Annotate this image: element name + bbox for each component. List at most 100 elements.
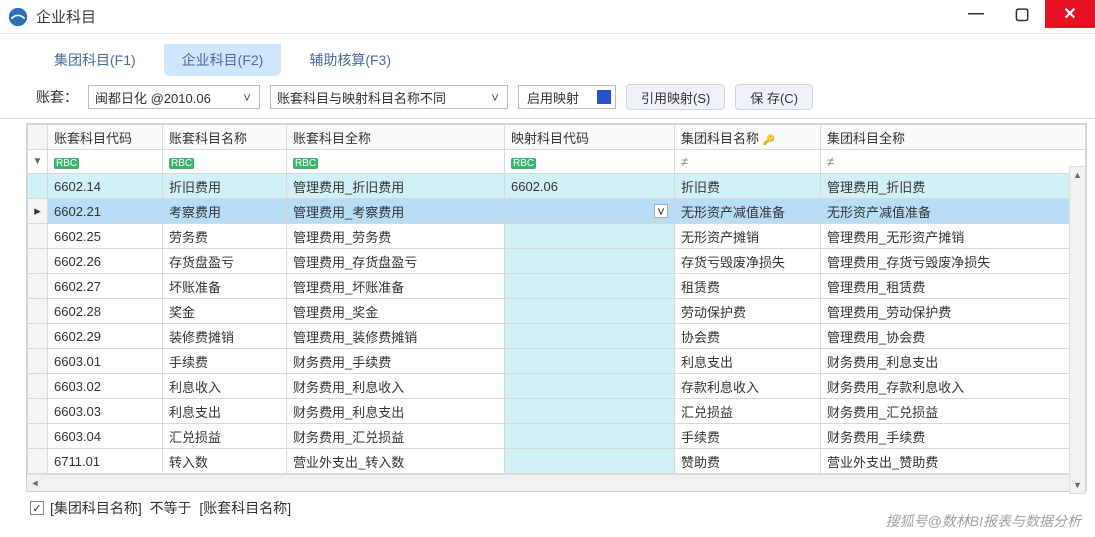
cell-c5: 手续费 xyxy=(675,424,821,449)
col-group-fullname[interactable]: 集团科目全称 xyxy=(821,125,1086,150)
ledger-label: 账套： xyxy=(36,87,78,107)
cell-c4[interactable] xyxy=(505,324,675,349)
tab-group-subjects[interactable]: 集团科目(F1) xyxy=(36,44,154,76)
gutter-header xyxy=(28,125,48,150)
cell-c4[interactable] xyxy=(505,449,675,474)
table-row[interactable]: ▸6602.21考察费用管理费用_考察费用˅无形资产减值准备无形资产减值准备 xyxy=(28,199,1086,224)
cite-mapping-button[interactable]: 引用映射(S) xyxy=(626,84,725,110)
app-logo-icon xyxy=(8,7,28,27)
cell-c4[interactable] xyxy=(505,299,675,324)
cell-c6: 财务费用_汇兑损益 xyxy=(821,399,1086,424)
filter-field-a: [集团科目名称] xyxy=(50,498,142,518)
cell-c6: 管理费用_租赁费 xyxy=(821,274,1086,299)
cell-c3: 管理费用_考察费用 xyxy=(287,199,505,224)
filter-c6[interactable]: ≠ xyxy=(821,150,1086,174)
filter-c3[interactable]: RBC xyxy=(287,150,505,174)
cell-c4[interactable] xyxy=(505,224,675,249)
table-row[interactable]: 6603.01手续费财务费用_手续费利息支出财务费用_利息支出 xyxy=(28,349,1086,374)
cell-c4[interactable] xyxy=(505,274,675,299)
cell-c2: 装修费摊销 xyxy=(163,324,287,349)
table-row[interactable]: 6603.04汇兑损益财务费用_汇兑损益手续费财务费用_手续费 xyxy=(28,424,1086,449)
table-row[interactable]: 6602.14折旧费用管理费用_折旧费用6602.06折旧费管理费用_折旧费 xyxy=(28,174,1086,199)
cell-c4[interactable] xyxy=(505,399,675,424)
cell-c5: 劳动保护费 xyxy=(675,299,821,324)
cell-c3: 营业外支出_转入数 xyxy=(287,449,505,474)
filter-op: 不等于 xyxy=(150,498,192,518)
cell-c4[interactable]: ˅ xyxy=(505,199,675,224)
table-row[interactable]: 6602.27坏账准备管理费用_坏账准备租赁费管理费用_租赁费 xyxy=(28,274,1086,299)
filter-c2[interactable]: RBC xyxy=(163,150,287,174)
cell-c2: 劳务费 xyxy=(163,224,287,249)
save-button[interactable]: 保 存(C) xyxy=(735,84,813,110)
cell-c5: 无形资产减值准备 xyxy=(675,199,821,224)
cell-c4[interactable] xyxy=(505,424,675,449)
cell-c6: 管理费用_协会费 xyxy=(821,324,1086,349)
table-row[interactable]: 6603.03利息支出财务费用_利息支出汇兑损益财务费用_汇兑损益 xyxy=(28,399,1086,424)
row-indicator xyxy=(28,374,48,399)
filter-checkbox[interactable]: ✓ xyxy=(30,501,44,515)
row-indicator xyxy=(28,224,48,249)
row-indicator xyxy=(28,424,48,449)
cell-c4[interactable] xyxy=(505,349,675,374)
cell-c6: 财务费用_利息支出 xyxy=(821,349,1086,374)
cell-c5: 赞助费 xyxy=(675,449,821,474)
cell-c2: 转入数 xyxy=(163,449,287,474)
enable-mapping-toggle[interactable]: 启用映射 xyxy=(518,85,616,109)
col-mapping-code[interactable]: 映射科目代码 xyxy=(505,125,675,150)
col-ledger-name[interactable]: 账套科目名称 xyxy=(163,125,287,150)
cell-c2: 存货盘盈亏 xyxy=(163,249,287,274)
row-indicator xyxy=(28,174,48,199)
enable-mapping-label: 启用映射 xyxy=(527,88,579,107)
cell-c3: 管理费用_存货盘盈亏 xyxy=(287,249,505,274)
cell-c4[interactable]: 6602.06 xyxy=(505,174,675,199)
horizontal-scrollbar[interactable]: ◄ ► xyxy=(27,474,1086,491)
filter-icon[interactable]: ▼ xyxy=(28,150,48,174)
scroll-up-icon[interactable]: ▲ xyxy=(1070,167,1085,183)
close-button[interactable]: ✕ xyxy=(1045,0,1095,28)
row-indicator xyxy=(28,249,48,274)
table-row[interactable]: 6603.02利息收入财务费用_利息收入存款利息收入财务费用_存款利息收入 xyxy=(28,374,1086,399)
tab-enterprise-subjects[interactable]: 企业科目(F2) xyxy=(164,44,282,76)
row-indicator: ▸ xyxy=(28,199,48,224)
filter-field-b: [账套科目名称] xyxy=(199,498,291,518)
filter-c5[interactable]: ≠ xyxy=(675,150,821,174)
row-indicator xyxy=(28,274,48,299)
tab-aux-accounting[interactable]: 辅助核算(F3) xyxy=(291,44,409,76)
table-row[interactable]: 6602.28奖金管理费用_奖金劳动保护费管理费用_劳动保护费 xyxy=(28,299,1086,324)
ledger-select[interactable]: 闽都日化 @2010.06 ˅ xyxy=(88,85,260,109)
maximize-button[interactable]: ▢ xyxy=(999,0,1045,28)
filter-c4[interactable]: RBC xyxy=(505,150,675,174)
col-group-name[interactable]: 集团科目名称 🔑 xyxy=(675,125,821,150)
cell-c3: 财务费用_利息支出 xyxy=(287,399,505,424)
table-row[interactable]: 6711.01转入数营业外支出_转入数赞助费营业外支出_赞助费 xyxy=(28,449,1086,474)
ledger-select-value: 闽都日化 @2010.06 xyxy=(95,88,211,107)
cell-c3: 管理费用_装修费摊销 xyxy=(287,324,505,349)
cell-c6: 管理费用_折旧费 xyxy=(821,174,1086,199)
cell-c5: 存货亏毁废净损失 xyxy=(675,249,821,274)
filter-c1[interactable]: RBC xyxy=(48,150,163,174)
cell-c1: 6602.26 xyxy=(48,249,163,274)
cell-c2: 汇兑损益 xyxy=(163,424,287,449)
header-row: 账套科目代码 账套科目名称 账套科目全称 映射科目代码 集团科目名称 🔑 集团科… xyxy=(28,125,1086,150)
col-ledger-fullname[interactable]: 账套科目全称 xyxy=(287,125,505,150)
cell-c3: 管理费用_坏账准备 xyxy=(287,274,505,299)
cell-c3: 财务费用_汇兑损益 xyxy=(287,424,505,449)
table-row[interactable]: 6602.26存货盘盈亏管理费用_存货盘盈亏存货亏毁废净损失管理费用_存货亏毁废… xyxy=(28,249,1086,274)
title-bar: 企业科目 — ▢ ✕ xyxy=(0,0,1095,34)
col-ledger-code[interactable]: 账套科目代码 xyxy=(48,125,163,150)
mapping-filter-value: 账套科目与映射科目名称不同 xyxy=(277,88,446,107)
mapping-filter-select[interactable]: 账套科目与映射科目名称不同 ˅ xyxy=(270,85,508,109)
cell-c2: 折旧费用 xyxy=(163,174,287,199)
vertical-scrollbar[interactable]: ▲ ▼ xyxy=(1069,166,1086,494)
cell-c4[interactable] xyxy=(505,374,675,399)
table-row[interactable]: 6602.25劳务费管理费用_劳务费无形资产摊销管理费用_无形资产摊销 xyxy=(28,224,1086,249)
minimize-button[interactable]: — xyxy=(953,0,999,28)
scroll-down-icon[interactable]: ▼ xyxy=(1070,477,1085,493)
cell-c4[interactable] xyxy=(505,249,675,274)
table-row[interactable]: 6602.29装修费摊销管理费用_装修费摊销协会费管理费用_协会费 xyxy=(28,324,1086,349)
cell-c1: 6603.03 xyxy=(48,399,163,424)
chevron-down-icon[interactable]: ˅ xyxy=(654,204,668,218)
cell-c2: 利息支出 xyxy=(163,399,287,424)
scroll-left-icon[interactable]: ◄ xyxy=(27,475,43,491)
cell-c1: 6603.02 xyxy=(48,374,163,399)
